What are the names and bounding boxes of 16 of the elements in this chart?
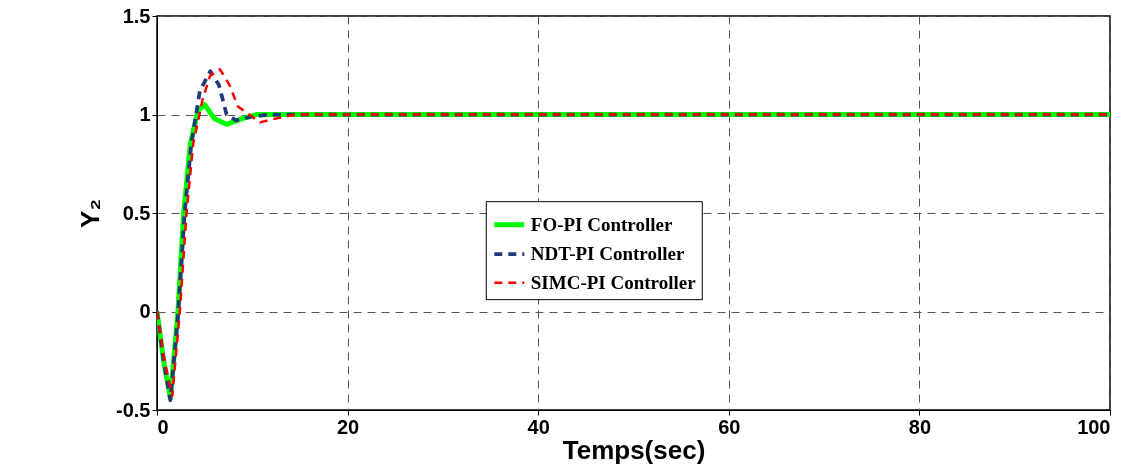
- legend-label: NDT-PI Controller: [530, 243, 685, 265]
- y-tick-label: 0.5: [122, 201, 151, 224]
- x-tick-label: 0: [157, 415, 169, 438]
- y-tick-label: 1.5: [122, 4, 151, 27]
- y-tick-label: 0: [139, 300, 151, 322]
- x-tick-label: 100: [1077, 415, 1111, 438]
- legend-label: SIMC-PI Controller: [530, 271, 697, 293]
- x-tick-label: 20: [336, 415, 360, 438]
- legend-label: FO-PI Controller: [530, 213, 673, 235]
- x-tick-label: 60: [718, 415, 741, 438]
- y-tick-label: -0.5: [116, 398, 151, 421]
- x-tick-label: 40: [527, 415, 550, 438]
- x-axis-title: Temps(sec): [562, 434, 706, 465]
- y-tick-label: 1: [139, 103, 151, 125]
- y-axis-title: Y₂: [75, 199, 106, 228]
- x-tick-label: 80: [908, 415, 932, 438]
